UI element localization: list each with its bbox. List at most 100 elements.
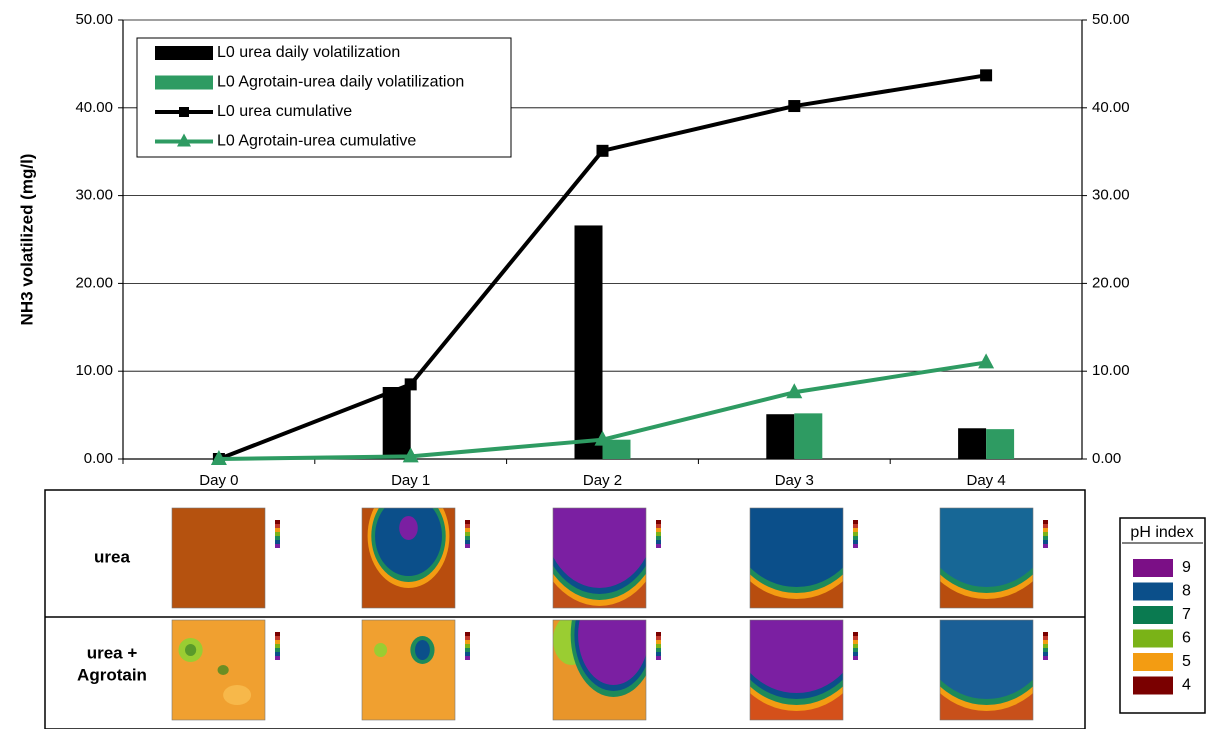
heatmap-colorbar bbox=[465, 636, 470, 640]
legend-marker bbox=[179, 107, 189, 117]
y-axis-label: NH3 volatilized (mg/l) bbox=[17, 154, 36, 326]
legend-label: L0 urea daily volatilization bbox=[217, 44, 400, 61]
y2-tick-label: 20.00 bbox=[1092, 274, 1130, 291]
heatmap-colorbar bbox=[853, 528, 858, 532]
ph-legend-title: pH index bbox=[1130, 524, 1193, 541]
bar bbox=[986, 429, 1014, 459]
heatmap-colorbar bbox=[275, 632, 280, 636]
heatmap-colorbar bbox=[465, 528, 470, 532]
legend-swatch bbox=[155, 76, 213, 90]
heatmap-colorbar bbox=[1043, 648, 1048, 652]
legend-label: L0 urea cumulative bbox=[217, 103, 352, 120]
ph-label: 7 bbox=[1182, 606, 1191, 623]
heatmap-colorbar bbox=[275, 648, 280, 652]
heatmap-colorbar bbox=[853, 636, 858, 640]
bar bbox=[794, 413, 822, 459]
heatmap-colorbar bbox=[1043, 644, 1048, 648]
legend-swatch bbox=[155, 46, 213, 60]
heatmap bbox=[362, 484, 455, 608]
legend-label: L0 Agrotain-urea daily volatilization bbox=[217, 74, 464, 91]
x-tick-label: Day 3 bbox=[775, 472, 814, 489]
heatmap-colorbar bbox=[656, 648, 661, 652]
heatmap-zone bbox=[544, 448, 656, 588]
heatmap-colorbar bbox=[465, 544, 470, 548]
ph-label: 8 bbox=[1182, 583, 1191, 600]
y2-tick-label: 30.00 bbox=[1092, 187, 1130, 204]
heatmap-colorbar bbox=[1043, 544, 1048, 548]
marker bbox=[788, 100, 800, 112]
bar bbox=[383, 387, 411, 459]
heatmap-colorbar bbox=[275, 636, 280, 640]
heatmap-colorbar bbox=[853, 652, 858, 656]
ph-label: 6 bbox=[1182, 630, 1191, 647]
ph-swatch bbox=[1133, 583, 1173, 601]
heatmap-colorbar bbox=[1043, 524, 1048, 528]
y2-tick-label: 0.00 bbox=[1092, 450, 1121, 467]
bar bbox=[958, 428, 986, 459]
heatmap-colorbar bbox=[853, 656, 858, 660]
y2-tick-label: 40.00 bbox=[1092, 99, 1130, 116]
heatmap-colorbar bbox=[465, 656, 470, 660]
x-tick-label: Day 2 bbox=[583, 472, 622, 489]
ph-label: 5 bbox=[1182, 653, 1191, 670]
heatmap-zone bbox=[918, 439, 1056, 587]
x-tick-label: Day 4 bbox=[967, 472, 1006, 489]
y-tick-label: 50.00 bbox=[75, 11, 113, 28]
heatmap-colorbar bbox=[656, 644, 661, 648]
heatmap-colorbar bbox=[656, 632, 661, 636]
heatmap-zone bbox=[223, 685, 251, 705]
heatmap-zone bbox=[728, 439, 866, 587]
heatmap-colorbar bbox=[1043, 532, 1048, 536]
heatmap-zone bbox=[399, 516, 418, 540]
heatmap-colorbar bbox=[275, 652, 280, 656]
x-tick-label: Day 0 bbox=[199, 472, 238, 489]
heatmap-colorbar bbox=[656, 532, 661, 536]
heatmap-colorbar bbox=[275, 644, 280, 648]
marker bbox=[980, 69, 992, 81]
heatmap-colorbar bbox=[275, 540, 280, 544]
ph-label: 9 bbox=[1182, 559, 1191, 576]
bar bbox=[766, 414, 794, 459]
heatmap-base bbox=[362, 620, 455, 720]
heatmap-colorbar bbox=[853, 544, 858, 548]
heatmap-colorbar bbox=[853, 532, 858, 536]
heatmap-colorbar bbox=[1043, 636, 1048, 640]
marker bbox=[597, 145, 609, 157]
heatmap-colorbar bbox=[275, 544, 280, 548]
y-tick-label: 30.00 bbox=[75, 187, 113, 204]
x-tick-label: Day 1 bbox=[391, 472, 430, 489]
page: {"chart_data": {"type": "combo", "ylabel… bbox=[0, 0, 1209, 729]
heatmap-colorbar bbox=[853, 632, 858, 636]
heatmap-colorbar bbox=[465, 524, 470, 528]
ph-swatch bbox=[1133, 606, 1173, 624]
heatmap-zone bbox=[374, 643, 387, 657]
heatmap-colorbar bbox=[275, 528, 280, 532]
heatmap-colorbar bbox=[465, 532, 470, 536]
heatmap-colorbar bbox=[275, 532, 280, 536]
marker bbox=[405, 378, 417, 390]
heatmap-colorbar bbox=[853, 520, 858, 524]
heatmap-colorbar bbox=[1043, 520, 1048, 524]
ph-swatch bbox=[1133, 677, 1173, 695]
heatmap-colorbar bbox=[275, 640, 280, 644]
y-tick-label: 0.00 bbox=[84, 450, 113, 467]
y-tick-label: 20.00 bbox=[75, 274, 113, 291]
heatmap-colorbar bbox=[656, 652, 661, 656]
heatmap-colorbar bbox=[465, 536, 470, 540]
heatmap-colorbar bbox=[853, 640, 858, 644]
heatmap-colorbar bbox=[656, 636, 661, 640]
legend-label: L0 Agrotain-urea cumulative bbox=[217, 133, 416, 150]
heatmap-colorbar bbox=[465, 540, 470, 544]
marker bbox=[978, 353, 994, 368]
heatmap-colorbar bbox=[656, 524, 661, 528]
heatmap-colorbar bbox=[465, 644, 470, 648]
heatmap-colorbar bbox=[853, 524, 858, 528]
heatmap-zone bbox=[218, 665, 229, 675]
y2-tick-label: 50.00 bbox=[1092, 11, 1130, 28]
heatmap-colorbar bbox=[656, 544, 661, 548]
heatmap-colorbar bbox=[1043, 536, 1048, 540]
heatmap bbox=[172, 620, 265, 720]
heatmap-zone bbox=[415, 640, 430, 660]
heatmap-colorbar bbox=[465, 652, 470, 656]
heatmap-colorbar bbox=[656, 540, 661, 544]
